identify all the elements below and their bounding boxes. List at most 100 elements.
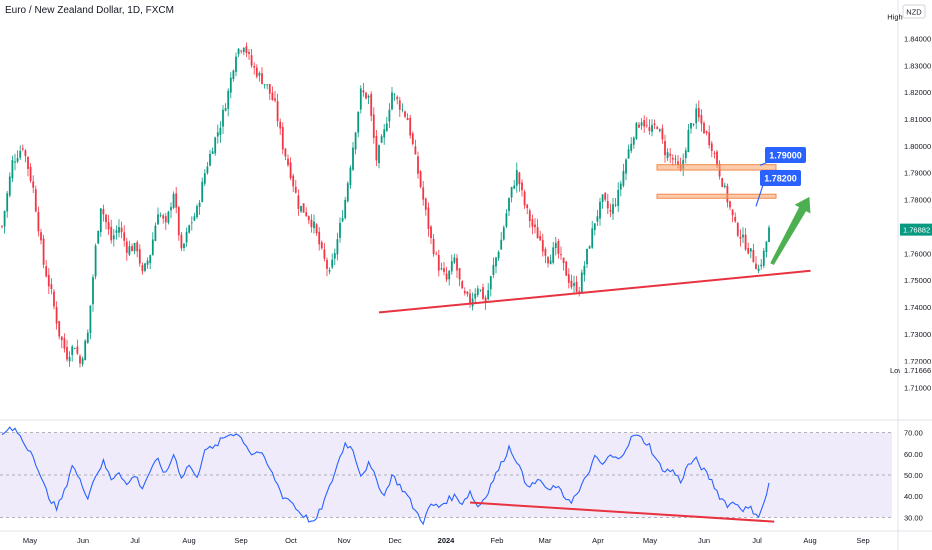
candle-body (630, 143, 633, 152)
candle-body (89, 305, 92, 334)
candle-body (648, 127, 651, 131)
candle-body (97, 231, 100, 244)
candle-body (747, 248, 750, 254)
candle-body (198, 202, 201, 207)
candle-body (736, 223, 739, 236)
candle-body (461, 281, 464, 289)
rsi-tick-label: 40.00 (904, 492, 923, 501)
candle-body (248, 52, 250, 54)
candle-body (310, 219, 313, 228)
candle-body (42, 238, 45, 265)
candle-body (599, 201, 601, 219)
candle-body (16, 158, 19, 162)
price-tick-label: 1.73000 (904, 330, 931, 339)
candle-body (541, 239, 544, 252)
candle-body (219, 127, 222, 135)
candle-body (453, 257, 456, 263)
price-tick-label: 1.72000 (904, 357, 931, 366)
callout-label-2: 1.78200 (764, 174, 797, 184)
candle-body (11, 160, 14, 179)
candle-body (107, 222, 110, 230)
candle-body (201, 181, 204, 203)
candle-body (632, 137, 635, 145)
candle-body (625, 159, 627, 174)
candle-body (326, 259, 328, 269)
candle-body (206, 166, 209, 174)
candle-body (768, 227, 770, 242)
candle-body (443, 268, 445, 272)
candle-body (21, 148, 24, 150)
candle-body (315, 224, 318, 234)
candle-body (393, 94, 396, 95)
candle-body (216, 132, 219, 137)
rsi-tick-label: 60.00 (904, 450, 923, 459)
candle-body (536, 227, 539, 239)
candle-body (417, 156, 419, 174)
candle-body (697, 108, 700, 118)
candle-body (167, 211, 170, 223)
candle-body (502, 227, 505, 240)
candle-body (588, 246, 591, 249)
candle-body (307, 216, 310, 221)
price-tick-label: 1.83000 (904, 61, 931, 70)
candle-body (138, 249, 141, 264)
candle-body (76, 346, 79, 354)
candle-body (336, 239, 339, 255)
candle-body (144, 263, 146, 271)
candle-body (713, 152, 716, 154)
candle-body (227, 90, 230, 109)
time-tick-label: Aug (803, 536, 816, 545)
time-tick-label: Jul (130, 536, 140, 545)
candle-body (141, 265, 144, 272)
candle-body (729, 201, 731, 208)
candle-body (60, 336, 63, 341)
candle-body (619, 183, 622, 190)
candle-body (188, 225, 191, 233)
candle-body (552, 247, 555, 263)
candle-body (196, 206, 198, 218)
candle-body (68, 356, 71, 362)
candle-body (445, 273, 448, 280)
candle-body (255, 67, 258, 77)
candle-body (268, 84, 271, 94)
candle-body (570, 280, 573, 288)
candle-body (565, 261, 568, 276)
candle-body (45, 266, 48, 277)
candle-body (614, 204, 617, 206)
price-tick-label: 1.78000 (904, 196, 931, 205)
time-tick-label: Jun (77, 536, 89, 545)
time-tick-label: Dec (388, 536, 402, 545)
candle-body (489, 276, 492, 290)
candle-body (73, 348, 76, 350)
candle-body (430, 226, 432, 238)
candle-body (164, 216, 167, 223)
candle-body (229, 77, 232, 93)
candle-body (723, 185, 726, 187)
candle-body (388, 109, 391, 122)
price-tick-label: 1.75000 (904, 276, 931, 285)
candle-body (136, 242, 139, 252)
candle-body (237, 48, 240, 55)
candle-body (50, 284, 53, 290)
high-tag-label: High (887, 13, 902, 22)
candle-body (263, 84, 266, 86)
candle-body (742, 234, 744, 238)
candle-body (242, 47, 245, 52)
candle-body (203, 173, 206, 184)
time-tick-label: Nov (337, 536, 351, 545)
candle-body (245, 46, 248, 53)
candle-body (435, 253, 438, 255)
candle-body (521, 182, 523, 191)
time-tick-label: May (643, 536, 657, 545)
candle-body (292, 175, 295, 187)
resistance-zone-2 (656, 193, 777, 199)
candle-body (497, 251, 500, 259)
price-tick-label: 1.81000 (904, 115, 931, 124)
candle-body (300, 205, 302, 212)
candle-body (398, 100, 401, 110)
candle-body (232, 70, 235, 80)
candle-body (580, 272, 583, 293)
candle-body (427, 207, 430, 229)
candle-body (354, 132, 357, 150)
